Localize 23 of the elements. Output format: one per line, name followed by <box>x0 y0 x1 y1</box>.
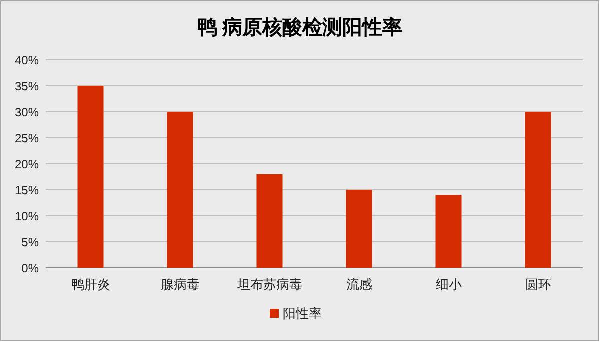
x-tick-label: 腺病毒 <box>160 277 200 292</box>
y-tick-label: 40% <box>14 54 40 68</box>
x-tick-label: 细小 <box>436 277 462 292</box>
x-tick-label: 坦布苏病毒 <box>236 277 302 292</box>
bar <box>436 195 462 268</box>
bar <box>167 112 194 268</box>
y-tick-label: 0% <box>22 262 40 276</box>
bar <box>525 112 552 268</box>
y-tick-label: 15% <box>14 184 40 198</box>
y-tick-label: 25% <box>14 132 40 146</box>
x-tick-label: 鸭肝炎 <box>71 277 110 292</box>
x-tick-label: 圆环 <box>525 277 552 292</box>
chart-title: 鸭 病原核酸检测阳性率 <box>198 16 402 39</box>
bar <box>256 174 283 268</box>
y-tick-label: 30% <box>14 106 40 120</box>
bar <box>78 86 104 268</box>
x-tick-label: 流感 <box>346 277 372 292</box>
legend-label: 阳性率 <box>283 306 322 321</box>
y-tick-label: 20% <box>14 158 40 172</box>
y-tick-label: 5% <box>22 236 40 250</box>
y-tick-label: 10% <box>14 210 40 224</box>
bar <box>346 190 372 268</box>
y-tick-label: 35% <box>14 80 40 94</box>
